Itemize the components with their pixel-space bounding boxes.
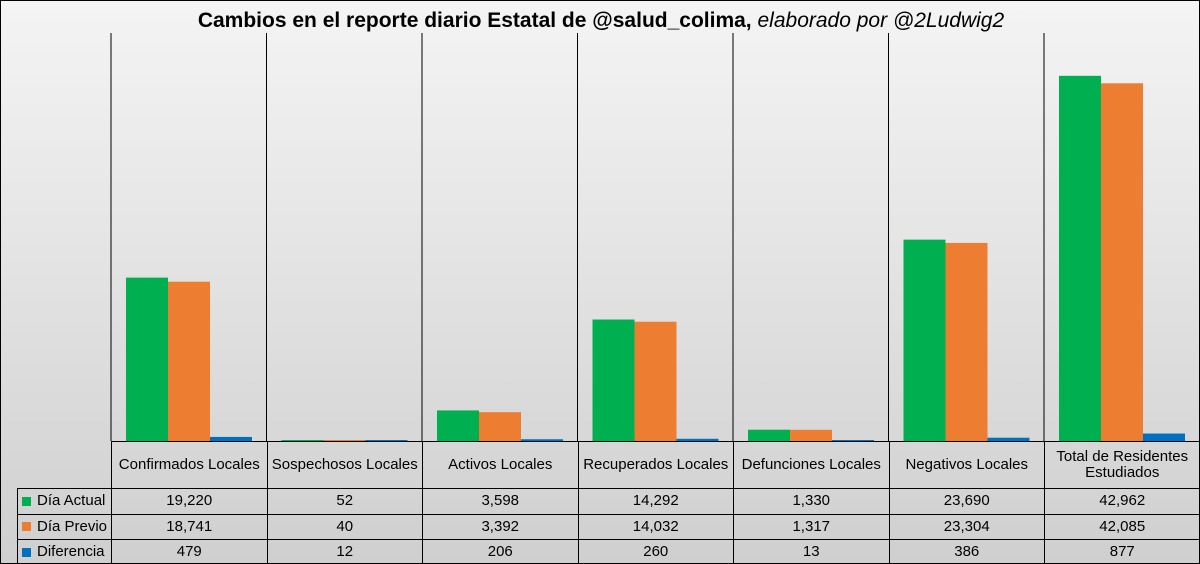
bar-diferencia <box>210 436 252 441</box>
category-header: Sospechosos Locales <box>266 441 423 489</box>
legend-entry: Diferencia <box>17 539 112 563</box>
bar-dia-previo <box>945 242 988 441</box>
data-label: 3,392 <box>422 513 579 540</box>
data-label: 12 <box>266 539 423 563</box>
legend-swatch <box>22 496 31 506</box>
bar-dia-previo <box>634 321 677 441</box>
bar-dia-previo <box>790 429 832 441</box>
legend-swatch <box>22 547 31 557</box>
data-label: 42,962 <box>1044 488 1199 515</box>
category-header: Defunciones Locales <box>733 441 890 489</box>
category-header: Confirmados Locales <box>111 441 268 489</box>
category-header: Total de Residentes Estudiados <box>1044 441 1199 489</box>
bar-diferencia <box>365 440 408 441</box>
bar-dia-actual <box>437 410 479 441</box>
category-header: Recuperados Locales <box>577 441 734 489</box>
data-label: 14,292 <box>577 488 734 515</box>
bar-dia-previo <box>323 440 366 441</box>
bar-diferencia <box>987 437 1030 441</box>
data-label: 1,330 <box>733 488 890 515</box>
category-header: Activos Locales <box>422 441 579 489</box>
category-header: Negativos Locales <box>888 441 1045 489</box>
legend-entry: Día Actual <box>17 488 112 515</box>
data-label: 42,085 <box>1044 513 1199 540</box>
data-label: 23,304 <box>888 513 1045 540</box>
bar-dia-actual <box>1059 75 1101 441</box>
legend-label: Día Actual <box>37 492 106 509</box>
bar-diferencia <box>1143 433 1185 441</box>
bar-diferencia <box>521 439 563 441</box>
bar-dia-actual <box>281 440 324 441</box>
bar-diferencia <box>676 438 719 441</box>
data-label: 14,032 <box>577 513 734 540</box>
data-label: 260 <box>577 539 734 563</box>
legend-swatch <box>22 522 31 532</box>
chart-title-credit: elaborado por @2Ludwig2 <box>757 9 1005 32</box>
bar-dia-actual <box>748 429 790 441</box>
legend-label: Día Previo <box>37 517 108 535</box>
data-label: 18,741 <box>111 513 268 540</box>
data-label: 479 <box>111 539 268 563</box>
data-label: 13 <box>733 539 890 563</box>
bar-dia-actual <box>126 277 168 441</box>
legend-entry: Día Previo <box>17 513 112 540</box>
chart-title-main: Cambios en el reporte diario Estatal de … <box>197 9 752 32</box>
data-label: 3,598 <box>422 488 579 515</box>
data-label: 877 <box>1044 539 1199 563</box>
data-label: 23,690 <box>888 488 1045 515</box>
bar-dia-actual <box>903 239 946 441</box>
data-label: 386 <box>888 539 1045 563</box>
data-label: 40 <box>266 513 423 540</box>
bar-dia-actual <box>592 319 635 441</box>
legend-label: Diferencia <box>37 543 105 560</box>
data-label: 1,317 <box>733 513 890 540</box>
bar-dia-previo <box>479 412 521 441</box>
bar-dia-previo <box>168 281 210 441</box>
chart-title: Cambios en el reporte diario Estatal de … <box>1 9 1199 33</box>
data-label: 19,220 <box>111 488 268 515</box>
bar-dia-previo <box>1101 83 1143 441</box>
bar-diferencia <box>832 440 874 441</box>
data-label: 206 <box>422 539 579 563</box>
data-label: 52 <box>266 488 423 515</box>
